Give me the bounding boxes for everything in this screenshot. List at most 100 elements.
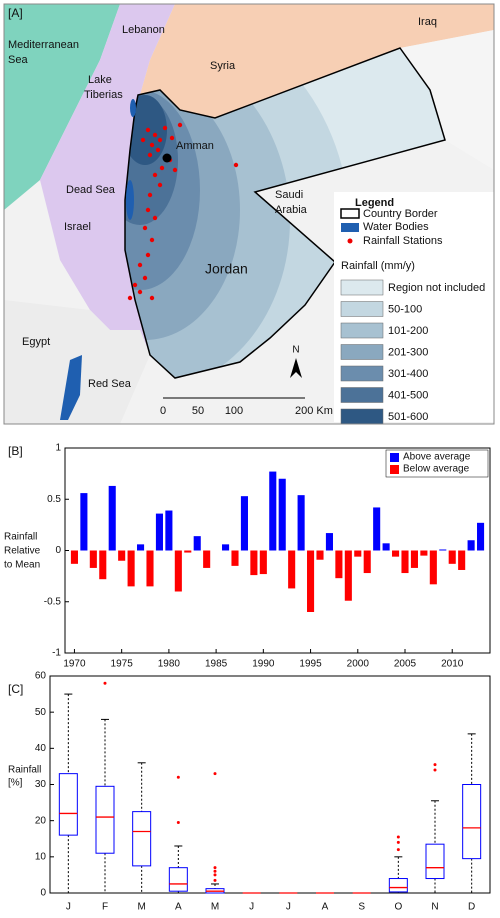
bar [155, 513, 163, 551]
legend-box [385, 449, 489, 478]
y-axis-label: Relative [4, 546, 41, 557]
bar [165, 510, 173, 551]
bar [118, 550, 126, 561]
bar [439, 549, 447, 551]
scale-label: 100 [225, 405, 243, 417]
scale-label: 50 [192, 405, 204, 417]
country-border [124, 47, 446, 379]
y-axis-label: [%] [8, 778, 23, 789]
outlier [103, 681, 107, 685]
map-frame [3, 3, 495, 425]
swatch [340, 279, 384, 296]
x-tick-label: S [358, 902, 365, 913]
x-tick-label: J [249, 902, 254, 913]
bar [250, 550, 258, 576]
bar [392, 550, 400, 557]
box [58, 773, 78, 836]
outlier [396, 840, 400, 844]
y-tick-label: 0 [55, 545, 61, 556]
swatch [340, 365, 384, 382]
place-label: Jordan [205, 261, 248, 277]
box [425, 843, 445, 880]
legend-class: 50-100 [388, 303, 422, 315]
sea [4, 4, 120, 210]
bar [193, 536, 201, 551]
bar [240, 496, 248, 551]
legend-label: Below average [403, 464, 470, 475]
map-legend: Legend Country Border Water Bodies Rainf… [334, 192, 494, 424]
place-label: Amman [176, 140, 214, 152]
bar [127, 550, 135, 587]
outlier [213, 878, 217, 882]
outlier [213, 866, 217, 870]
scale-label: 200 Km [295, 405, 333, 417]
israel-lebanon [40, 4, 175, 355]
legend-class: 101-200 [388, 325, 428, 337]
bar [354, 550, 362, 557]
legend-swatch [390, 465, 399, 474]
x-tick-label: M [211, 902, 219, 913]
x-tick-label: F [102, 902, 108, 913]
bar [382, 543, 390, 551]
legend-class: 301-400 [388, 368, 428, 380]
outlier [176, 820, 180, 824]
bar [307, 550, 315, 612]
legend-class: 501-600 [388, 411, 428, 423]
swatch [340, 408, 384, 424]
panel-label: [C] [8, 682, 23, 696]
swatch [341, 223, 359, 232]
x-tick-label: 1985 [205, 659, 228, 670]
x-tick-label: N [431, 902, 438, 913]
y-axis-label: Rainfall [4, 532, 37, 543]
north-label: N [292, 345, 299, 356]
outlier [433, 763, 437, 767]
place-label: Israel [64, 221, 91, 233]
bar [269, 471, 277, 551]
bar [259, 550, 267, 575]
x-tick-label: 2005 [394, 659, 417, 670]
box [462, 784, 482, 860]
x-tick-label: 1970 [63, 659, 86, 670]
legend-class: 201-300 [388, 346, 428, 358]
legend-classes: Region not included 50-100 101-200 201-300 3… [340, 279, 485, 424]
place-label: Mediterranean [8, 39, 79, 51]
scale-bar: 0 50 100 200 Km N [160, 345, 333, 417]
place-label: Arabia [275, 204, 308, 216]
bar [363, 550, 371, 574]
bar [222, 544, 230, 551]
swatch [340, 322, 384, 339]
outlier [433, 768, 437, 772]
bar [108, 485, 116, 551]
swatch [347, 238, 353, 244]
plot-frame [49, 675, 491, 894]
y-tick-label: 1 [55, 443, 61, 454]
legend-title: Legend [355, 197, 394, 209]
place-label: Lake [88, 74, 112, 86]
bar [80, 493, 88, 551]
y-tick-label: 50 [35, 707, 47, 718]
swatch [340, 208, 360, 219]
panel-label: [B] [8, 444, 23, 458]
place-label: Tiberias [84, 89, 123, 101]
swatch [340, 387, 384, 403]
outlier [213, 873, 217, 877]
outlier [176, 775, 180, 779]
y-tick-label: 20 [35, 815, 47, 826]
legend-item: Water Bodies [363, 221, 429, 233]
x-tick-label: 1980 [158, 659, 181, 670]
bar [410, 550, 418, 568]
dead-sea [126, 180, 134, 220]
outlier [396, 835, 400, 839]
x-tick-label: A [175, 902, 182, 913]
bar [373, 507, 381, 551]
legend-subtitle: Rainfall (mm/y) [341, 260, 415, 272]
amman-marker [162, 153, 172, 163]
bar [325, 533, 333, 551]
x-tick-label: 1975 [111, 659, 134, 670]
stations [127, 122, 239, 301]
x-tick-label: 1995 [299, 659, 322, 670]
bar [99, 550, 107, 580]
swatch [340, 301, 384, 317]
bar [316, 550, 324, 560]
